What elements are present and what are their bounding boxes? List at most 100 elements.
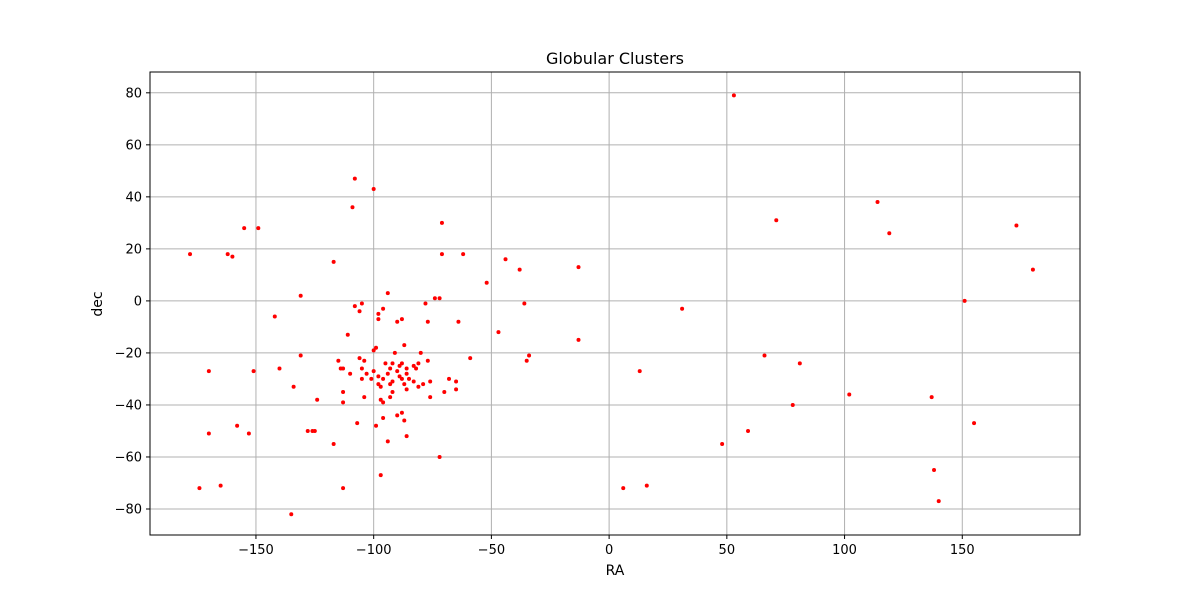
- data-point: [376, 374, 381, 379]
- data-point: [484, 280, 489, 285]
- data-point: [468, 356, 473, 361]
- data-point: [376, 317, 381, 322]
- data-point: [437, 454, 442, 459]
- data-point: [378, 473, 383, 478]
- data-point: [385, 439, 390, 444]
- y-tick-label: 60: [125, 138, 142, 153]
- data-point: [315, 397, 320, 402]
- data-point: [395, 319, 400, 324]
- y-tick-label: 0: [134, 294, 142, 309]
- data-point: [428, 379, 433, 384]
- data-point: [341, 486, 346, 491]
- grid-lines: [150, 72, 1080, 535]
- data-point: [341, 389, 346, 394]
- data-points: [188, 93, 1035, 517]
- data-point: [350, 205, 355, 210]
- y-tick-label: 20: [125, 242, 142, 257]
- data-point: [402, 382, 407, 387]
- data-point: [381, 376, 386, 381]
- data-point: [225, 252, 230, 257]
- data-point: [437, 296, 442, 301]
- data-point: [522, 301, 527, 306]
- data-point: [345, 332, 350, 337]
- data-point: [637, 369, 642, 374]
- data-point: [336, 358, 341, 363]
- data-point: [439, 252, 444, 257]
- x-tick-label: −150: [238, 543, 274, 558]
- data-point: [411, 363, 416, 368]
- data-point: [1030, 267, 1035, 272]
- data-point: [388, 382, 393, 387]
- data-point: [1014, 223, 1019, 228]
- data-point: [461, 252, 466, 257]
- data-point: [680, 306, 685, 311]
- data-point: [359, 301, 364, 306]
- data-point: [962, 298, 967, 303]
- data-point: [399, 361, 404, 366]
- plot-frame: [149, 71, 1081, 536]
- data-point: [439, 220, 444, 225]
- data-point: [932, 467, 937, 472]
- data-point: [277, 366, 282, 371]
- data-point: [621, 486, 626, 491]
- data-point: [371, 187, 376, 192]
- data-point: [383, 361, 388, 366]
- data-point: [524, 358, 529, 363]
- data-point: [376, 382, 381, 387]
- data-point: [289, 512, 294, 517]
- data-point: [402, 418, 407, 423]
- data-point: [527, 353, 532, 358]
- x-tick-label: −100: [356, 543, 392, 558]
- data-point: [397, 374, 402, 379]
- data-point: [272, 314, 277, 319]
- data-point: [369, 376, 374, 381]
- y-tick-label: −80: [115, 502, 142, 517]
- y-tick-label: 80: [125, 86, 142, 101]
- data-point: [425, 358, 430, 363]
- data-point: [331, 259, 336, 264]
- x-axis-ticks: −150 −100 −50 0 50 100 150: [238, 535, 975, 558]
- data-point: [414, 366, 419, 371]
- data-point: [406, 376, 411, 381]
- data-point: [378, 397, 383, 402]
- data-point: [357, 309, 362, 314]
- data-point: [774, 218, 779, 223]
- x-tick-label: −50: [478, 543, 505, 558]
- data-point: [381, 306, 386, 311]
- data-point: [454, 387, 459, 392]
- data-point: [399, 376, 404, 381]
- data-point: [442, 389, 447, 394]
- data-point: [371, 348, 376, 353]
- data-point: [762, 353, 767, 358]
- data-point: [305, 428, 310, 433]
- data-point: [404, 434, 409, 439]
- y-axis-label: dec: [90, 291, 106, 316]
- data-point: [425, 319, 430, 324]
- data-point: [404, 371, 409, 376]
- data-point: [376, 311, 381, 316]
- data-point: [576, 337, 581, 342]
- data-point: [397, 363, 402, 368]
- data-point: [381, 400, 386, 405]
- data-point: [392, 350, 397, 355]
- y-tick-label: 40: [125, 190, 142, 205]
- data-point: [341, 400, 346, 405]
- data-point: [256, 226, 261, 231]
- data-point: [291, 384, 296, 389]
- data-point: [298, 353, 303, 358]
- data-point: [385, 291, 390, 296]
- data-point: [251, 369, 256, 374]
- data-point: [230, 254, 235, 259]
- y-tick-label: −40: [115, 398, 142, 413]
- data-point: [746, 428, 751, 433]
- data-point: [644, 483, 649, 488]
- data-point: [847, 392, 852, 397]
- data-point: [352, 304, 357, 309]
- data-point: [390, 379, 395, 384]
- data-point: [188, 252, 193, 257]
- data-point: [399, 410, 404, 415]
- x-tick-label: 150: [950, 543, 975, 558]
- data-point: [456, 319, 461, 324]
- data-point: [936, 499, 941, 504]
- data-point: [235, 423, 240, 428]
